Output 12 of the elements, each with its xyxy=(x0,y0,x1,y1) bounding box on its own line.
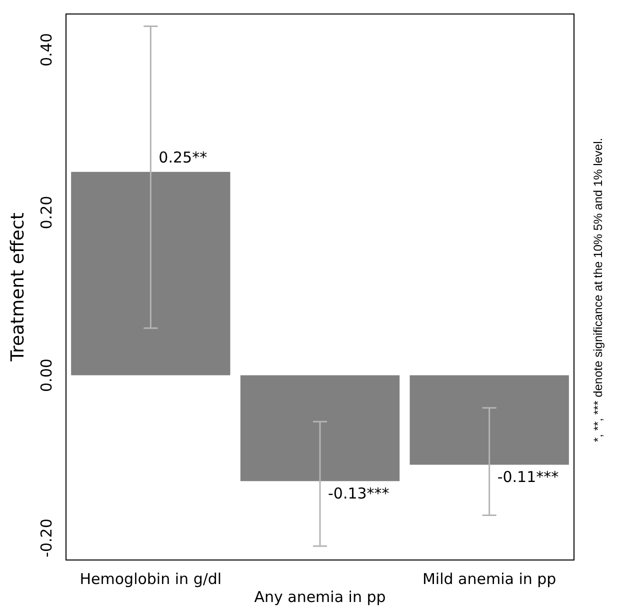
x-tick-label: Hemoglobin in g/dl xyxy=(80,570,222,588)
y-tick-label: -0.20 xyxy=(37,518,56,558)
data-label: 0.25** xyxy=(158,148,208,166)
data-label: -0.13*** xyxy=(328,484,390,502)
y-axis-title: Treatment effect xyxy=(7,212,28,362)
data-label: -0.11*** xyxy=(497,468,560,486)
text: *, **, *** denote significance at the 10% 5% and 1% level. xyxy=(591,138,605,442)
x-tick-label: Any anemia in pp xyxy=(254,588,386,606)
y-tick-label: 0.20 xyxy=(37,196,56,230)
y-tick-label: 0.40 xyxy=(37,33,56,67)
y-tick-label: 0.00 xyxy=(37,358,56,392)
x-tick-label: Mild anemia in pp xyxy=(422,570,556,588)
